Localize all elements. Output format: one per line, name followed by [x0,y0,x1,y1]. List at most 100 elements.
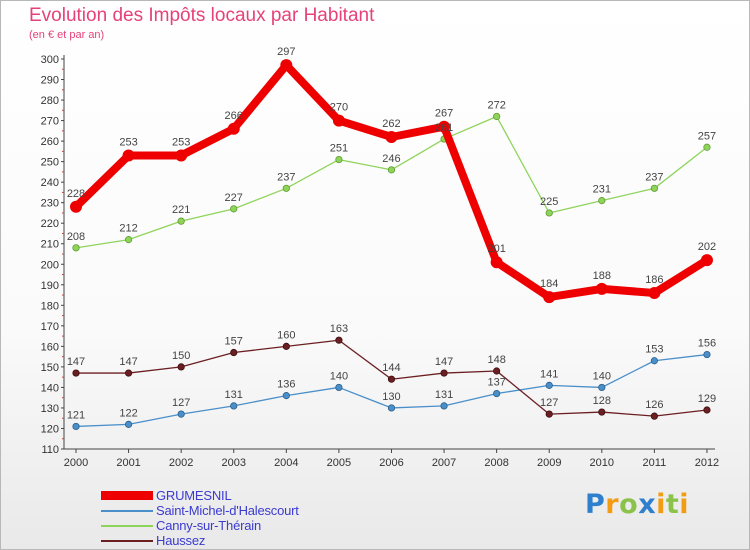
data-point-canny [545,209,553,217]
data-point-grumesnil [438,120,451,133]
chart-title: Evolution des Impôts locaux par Habitant [29,5,375,26]
data-point-grumesnil [700,254,713,267]
y-tick-label: 240 [41,177,59,189]
legend-label-grumesnil: GRUMESNIL [156,488,232,503]
data-label-canny: 221 [172,204,190,216]
data-label-saint-michel: 131 [225,389,243,401]
data-label-haussez: 147 [435,356,453,368]
data-point-grumesnil [280,59,293,72]
data-label-grumesnil: 188 [593,270,611,282]
data-label-haussez: 157 [225,336,243,348]
y-tick-label: 290 [41,75,59,87]
data-label-saint-michel: 130 [382,391,400,403]
y-tick-label: 180 [41,300,59,312]
data-point-grumesnil [227,122,240,135]
x-tick-label: 2005 [327,457,351,469]
data-point-haussez [124,369,133,377]
data-label-grumesnil: 186 [645,274,663,286]
chart-subtitle: (en € et par an) [29,29,105,41]
data-point-haussez [72,369,80,377]
y-tick-label: 200 [41,259,59,271]
proxiti-logo: Proxiti [585,489,690,520]
data-point-canny [703,143,711,151]
data-label-haussez: 160 [277,329,295,341]
y-tick-label: 120 [41,423,59,435]
data-label-saint-michel: 141 [540,368,558,380]
y-tick-label: 210 [41,239,59,251]
data-point-saint-michel [598,383,606,392]
data-label-saint-michel: 140 [330,370,348,382]
data-label-canny: 237 [645,171,663,183]
data-label-grumesnil: 228 [67,188,85,200]
data-point-canny [124,236,133,244]
data-point-saint-michel [177,410,185,418]
data-point-haussez [387,375,396,383]
data-point-saint-michel [493,389,501,398]
data-label-canny: 212 [119,223,137,235]
data-label-saint-michel: 121 [67,409,85,421]
x-tick-label: 2004 [274,457,298,469]
data-point-canny [72,244,80,252]
data-point-grumesnil [385,131,398,143]
y-tick-label: 190 [41,280,59,292]
data-label-haussez: 147 [67,356,85,368]
x-tick-label: 2006 [379,457,403,469]
data-label-canny: 257 [698,130,716,142]
data-label-saint-michel: 122 [119,407,137,419]
data-label-grumesnil: 262 [382,118,400,130]
legend-label-canny: Canny-sur-Thérain [156,518,261,533]
data-label-grumesnil: 297 [277,46,295,58]
data-point-haussez [598,408,606,416]
data-point-saint-michel [230,402,238,410]
data-label-grumesnil: 270 [330,102,348,114]
data-point-haussez [440,369,448,377]
data-label-canny: 227 [225,192,243,204]
y-tick-label: 250 [41,157,59,169]
data-label-grumesnil: 267 [435,108,453,120]
x-tick-label: 2010 [590,457,614,469]
data-point-saint-michel [440,402,448,410]
x-tick-label: 2003 [221,457,245,469]
data-label-canny: 231 [593,184,611,196]
data-point-canny [493,112,501,121]
data-label-saint-michel: 153 [645,344,663,356]
data-label-canny: 225 [540,196,558,208]
data-label-canny: 208 [67,231,85,243]
data-point-grumesnil [595,282,608,295]
data-point-saint-michel [703,350,711,359]
x-tick-label: 2008 [484,457,508,469]
data-point-canny [177,217,185,225]
x-tick-label: 2009 [537,457,561,469]
data-point-haussez [335,336,343,344]
y-tick-label: 160 [41,341,59,353]
data-label-haussez: 144 [382,362,400,374]
data-point-canny [650,184,658,192]
data-point-haussez [177,363,185,371]
data-point-saint-michel [650,357,658,365]
data-label-haussez: 148 [487,354,505,366]
data-label-saint-michel: 136 [277,379,295,391]
data-point-canny [282,184,290,192]
data-label-haussez: 147 [119,356,137,368]
legend-swatch-haussez [101,540,153,542]
data-label-canny: 251 [330,143,348,155]
legend-label-saint-michel: Saint-Michel-d'Halescourt [156,503,299,518]
data-label-haussez: 129 [698,393,716,405]
data-label-saint-michel: 137 [487,377,505,389]
data-point-saint-michel [335,383,343,392]
y-tick-label: 270 [41,116,59,128]
data-point-canny [230,205,238,213]
data-point-saint-michel [387,404,396,412]
y-tick-label: 170 [41,321,59,333]
data-point-grumesnil [122,149,135,162]
data-label-grumesnil: 253 [172,136,190,148]
y-tick-label: 150 [41,362,59,374]
legend-swatch-canny [101,525,153,527]
series-line-grumesnil [72,61,711,302]
data-point-haussez [493,367,501,375]
y-tick-label: 260 [41,136,59,148]
data-label-grumesnil: 201 [487,243,505,255]
data-label-grumesnil: 266 [225,110,243,122]
